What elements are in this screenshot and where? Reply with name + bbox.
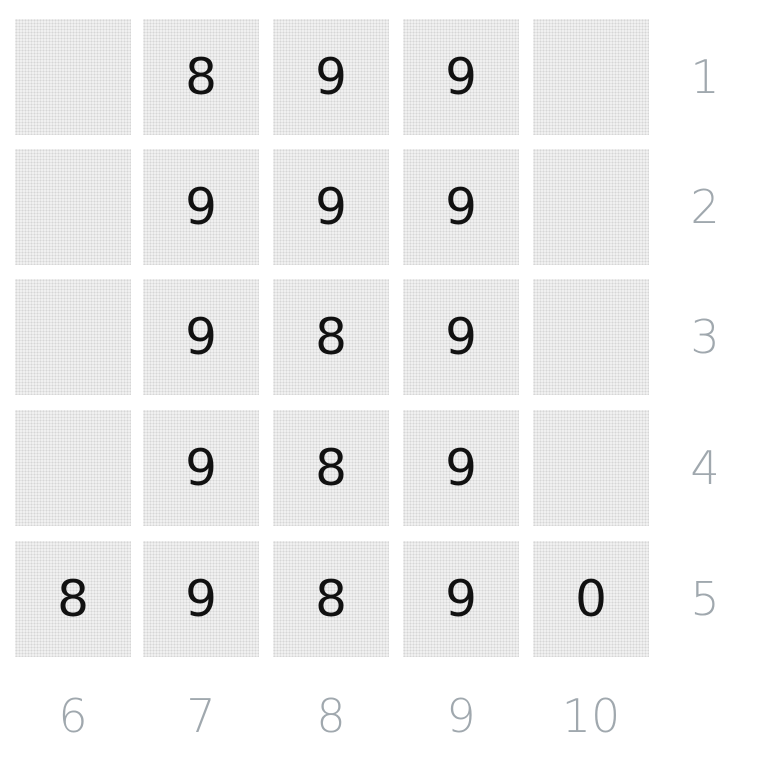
- grid-cell[interactable]: 0: [533, 541, 649, 657]
- column-label: 9: [446, 689, 476, 743]
- cell-value: 9: [315, 178, 347, 236]
- cell-value: 8: [315, 570, 347, 628]
- grid-cell[interactable]: 8: [273, 541, 389, 657]
- grid-cell[interactable]: [15, 410, 131, 526]
- column-label: 8: [316, 689, 346, 743]
- grid-cell[interactable]: [533, 279, 649, 395]
- cell-value: 9: [445, 570, 477, 628]
- grid-cell[interactable]: 9: [143, 279, 259, 395]
- grid-cell[interactable]: 8: [273, 279, 389, 395]
- grid-cell[interactable]: [533, 149, 649, 265]
- column-label: 7: [186, 689, 216, 743]
- cell-value: 9: [445, 178, 477, 236]
- grid-cell[interactable]: 9: [403, 149, 519, 265]
- cell-value: 8: [315, 439, 347, 497]
- cell-value: 9: [185, 178, 217, 236]
- grid-cell[interactable]: 8: [143, 19, 259, 135]
- cell-value: 8: [315, 308, 347, 366]
- cell-value: 9: [185, 308, 217, 366]
- cell-value: 9: [315, 48, 347, 106]
- cell-value: 9: [445, 308, 477, 366]
- grid-cell[interactable]: 8: [273, 410, 389, 526]
- grid-cell[interactable]: [533, 19, 649, 135]
- column-label: 6: [58, 689, 88, 743]
- cell-value: 0: [575, 570, 607, 628]
- cell-value: 8: [57, 570, 89, 628]
- grid-cell[interactable]: 9: [143, 410, 259, 526]
- grid-cell[interactable]: [15, 149, 131, 265]
- row-label: 5: [690, 572, 720, 626]
- grid-cell[interactable]: 9: [143, 149, 259, 265]
- cell-value: 9: [185, 570, 217, 628]
- grid-cell[interactable]: 9: [143, 541, 259, 657]
- row-label: 3: [690, 310, 720, 364]
- cell-value: 8: [185, 48, 217, 106]
- grid-cell[interactable]: [15, 279, 131, 395]
- cell-value: 9: [185, 439, 217, 497]
- grid-cell[interactable]: 9: [403, 19, 519, 135]
- grid-cell[interactable]: 9: [273, 149, 389, 265]
- column-label: 10: [561, 689, 621, 743]
- cell-value: 9: [445, 48, 477, 106]
- cell-value: 9: [445, 439, 477, 497]
- row-label: 2: [690, 180, 720, 234]
- grid-cell[interactable]: 9: [403, 410, 519, 526]
- grid-cell[interactable]: 9: [403, 279, 519, 395]
- grid-cell[interactable]: [533, 410, 649, 526]
- grid-cell[interactable]: 9: [273, 19, 389, 135]
- grid-cell[interactable]: 9: [403, 541, 519, 657]
- grid-cell[interactable]: 8: [15, 541, 131, 657]
- grid-cell[interactable]: [15, 19, 131, 135]
- row-label: 1: [690, 50, 720, 104]
- row-label: 4: [690, 441, 720, 495]
